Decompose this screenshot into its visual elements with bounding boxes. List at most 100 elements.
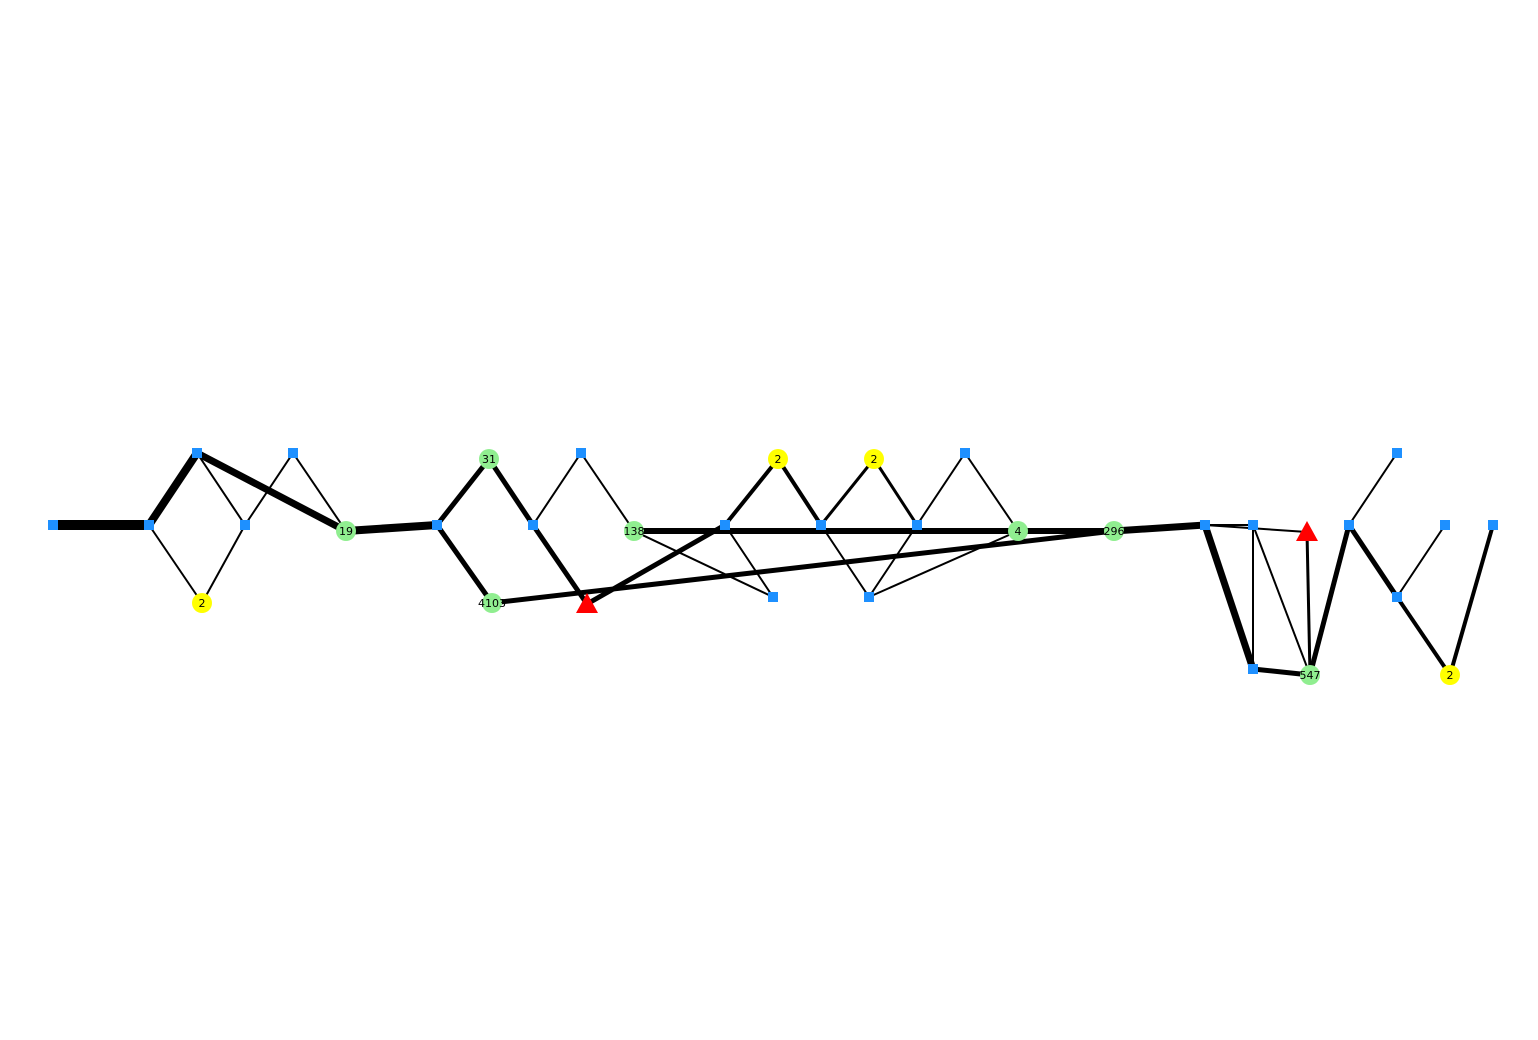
square-node-shape: [864, 592, 874, 602]
node-s15[interactable]: [1248, 520, 1258, 530]
node-s12[interactable]: [912, 520, 922, 530]
node-s3[interactable]: [240, 520, 250, 530]
edge-g296-s14: [1113, 521, 1206, 535]
node-s18[interactable]: [1392, 448, 1402, 458]
node-label: 4103: [478, 597, 506, 610]
node-g4103[interactable]: 4103: [478, 593, 506, 613]
edge-s20-s19: [1396, 524, 1446, 598]
edge-s14-s16: [1201, 523, 1257, 671]
edge-s13-g4: [964, 452, 1019, 532]
circle-node-shape: [768, 449, 788, 469]
circle-node-shape: [1440, 665, 1460, 685]
node-s21[interactable]: [1488, 520, 1498, 530]
node-label: 19: [339, 525, 353, 538]
node-s4[interactable]: [288, 448, 298, 458]
node-g138[interactable]: 138: [624, 521, 645, 541]
edge-g547-s17: [1307, 524, 1352, 676]
circle-node-shape: [624, 521, 644, 541]
node-s0[interactable]: [48, 520, 58, 530]
node-y3[interactable]: 2: [864, 449, 884, 469]
edge-s9-y2: [723, 457, 780, 527]
square-node-shape: [912, 520, 922, 530]
node-label: 4: [1015, 525, 1022, 538]
node-g547[interactable]: 547: [1300, 665, 1321, 685]
square-node-shape: [432, 520, 442, 530]
edge-s12-s13: [916, 452, 966, 526]
edge-y2-s10: [776, 457, 823, 527]
node-y1[interactable]: 2: [192, 593, 212, 613]
edge-g19-s5: [345, 521, 438, 535]
node-s5[interactable]: [432, 520, 442, 530]
square-node-shape: [1392, 448, 1402, 458]
node-t2[interactable]: [1296, 521, 1318, 541]
square-node-shape: [1440, 520, 1450, 530]
square-node-shape: [1200, 520, 1210, 530]
circle-node-shape: [192, 593, 212, 613]
node-label: 2: [199, 597, 206, 610]
node-label: 296: [1104, 525, 1125, 538]
node-y4[interactable]: 2: [1440, 665, 1460, 685]
node-s11[interactable]: [864, 592, 874, 602]
node-label: 2: [775, 453, 782, 466]
edge-s1-s2: [145, 450, 201, 528]
square-node-shape: [1248, 664, 1258, 674]
edge-t1-s9: [585, 522, 727, 607]
edge-s2-g19: [195, 449, 348, 535]
square-node-shape: [720, 520, 730, 530]
edge-t2-g547: [1305, 531, 1312, 676]
node-s19[interactable]: [1440, 520, 1450, 530]
node-s20[interactable]: [1392, 592, 1402, 602]
edge-layer: [53, 449, 1495, 678]
node-s6[interactable]: [528, 520, 538, 530]
node-s16[interactable]: [1248, 664, 1258, 674]
square-node-shape: [192, 448, 202, 458]
edge-s5-g4103: [434, 523, 495, 605]
node-g19[interactable]: 19: [336, 521, 356, 541]
node-label: 2: [871, 453, 878, 466]
edge-s2-s3: [196, 452, 246, 526]
circle-node-shape: [1300, 665, 1320, 685]
node-g296[interactable]: 296: [1104, 521, 1125, 541]
edge-g31-s6: [486, 457, 536, 527]
node-s17[interactable]: [1344, 520, 1354, 530]
circle-node-shape: [1008, 521, 1028, 541]
node-t1[interactable]: [576, 593, 598, 613]
node-s14[interactable]: [1200, 520, 1210, 530]
node-s13[interactable]: [960, 448, 970, 458]
node-s8[interactable]: [768, 592, 778, 602]
node-g31[interactable]: 31: [479, 449, 499, 469]
edge-y3-s12: [872, 458, 919, 526]
edge-s9-s8: [724, 524, 774, 598]
node-label: 31: [482, 453, 496, 466]
square-node-shape: [816, 520, 826, 530]
edge-s1-y1: [148, 524, 203, 604]
triangle-node-shape: [576, 593, 598, 613]
node-s9[interactable]: [720, 520, 730, 530]
triangle-node-shape: [1296, 521, 1318, 541]
edge-s10-y3: [819, 458, 876, 526]
square-node-shape: [1488, 520, 1498, 530]
circle-node-shape: [336, 521, 356, 541]
node-s7[interactable]: [576, 448, 586, 458]
edge-g138-s8: [633, 530, 774, 598]
circle-node-shape: [479, 449, 499, 469]
edge-s20-y4: [1395, 595, 1452, 677]
square-node-shape: [1248, 520, 1258, 530]
node-label: 2: [1447, 669, 1454, 682]
node-s2[interactable]: [192, 448, 202, 458]
square-node-shape: [528, 520, 538, 530]
edge-s11-g4: [868, 530, 1019, 598]
edge-s10-s11: [820, 524, 870, 598]
node-y2[interactable]: 2: [768, 449, 788, 469]
square-node-shape: [768, 592, 778, 602]
square-node-shape: [144, 520, 154, 530]
edge-s4-g19: [292, 452, 347, 532]
square-node-shape: [48, 520, 58, 530]
node-s10[interactable]: [816, 520, 826, 530]
node-s1[interactable]: [144, 520, 154, 530]
square-node-shape: [576, 448, 586, 458]
node-layer: 2 19 31 4103 138 2 2 4 296 547 2: [48, 448, 1498, 685]
node-g4[interactable]: 4: [1008, 521, 1028, 541]
circle-node-shape: [1104, 521, 1124, 541]
edge-s6-s7: [532, 452, 582, 526]
